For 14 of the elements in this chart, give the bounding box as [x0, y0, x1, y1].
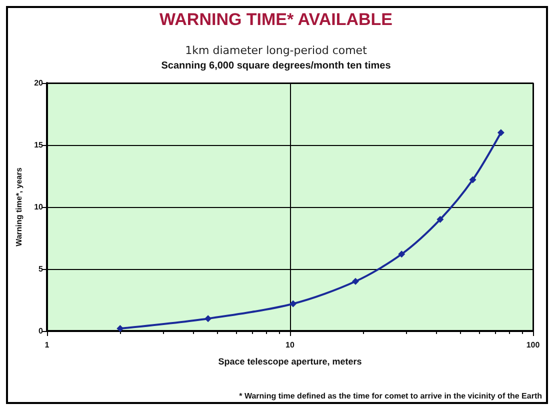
x-axis-title: Space telescope aperture, meters: [218, 356, 362, 366]
y-axis-title: Warning time*, years: [14, 167, 24, 246]
y-tick-label: 20: [34, 78, 44, 88]
x-tick-label: 100: [526, 340, 540, 350]
y-tick-label: 5: [38, 264, 44, 274]
chart-subtitle: 1km diameter long-period comet: [185, 44, 368, 57]
x-tick-label: 1: [44, 340, 50, 350]
chart-title: WARNING TIME* AVAILABLE: [160, 10, 392, 29]
text: Scanning 6,000 square degrees/month ten times: [161, 60, 392, 72]
y-tick-label: 10: [34, 202, 44, 212]
y-tick-label: 15: [34, 140, 44, 150]
x-tick-label: 10: [286, 340, 295, 350]
y-tick-label: 0: [38, 326, 44, 336]
text: * Warning time defined as the time for comet to arrive in the vicinity of the Earth: [239, 392, 542, 400]
